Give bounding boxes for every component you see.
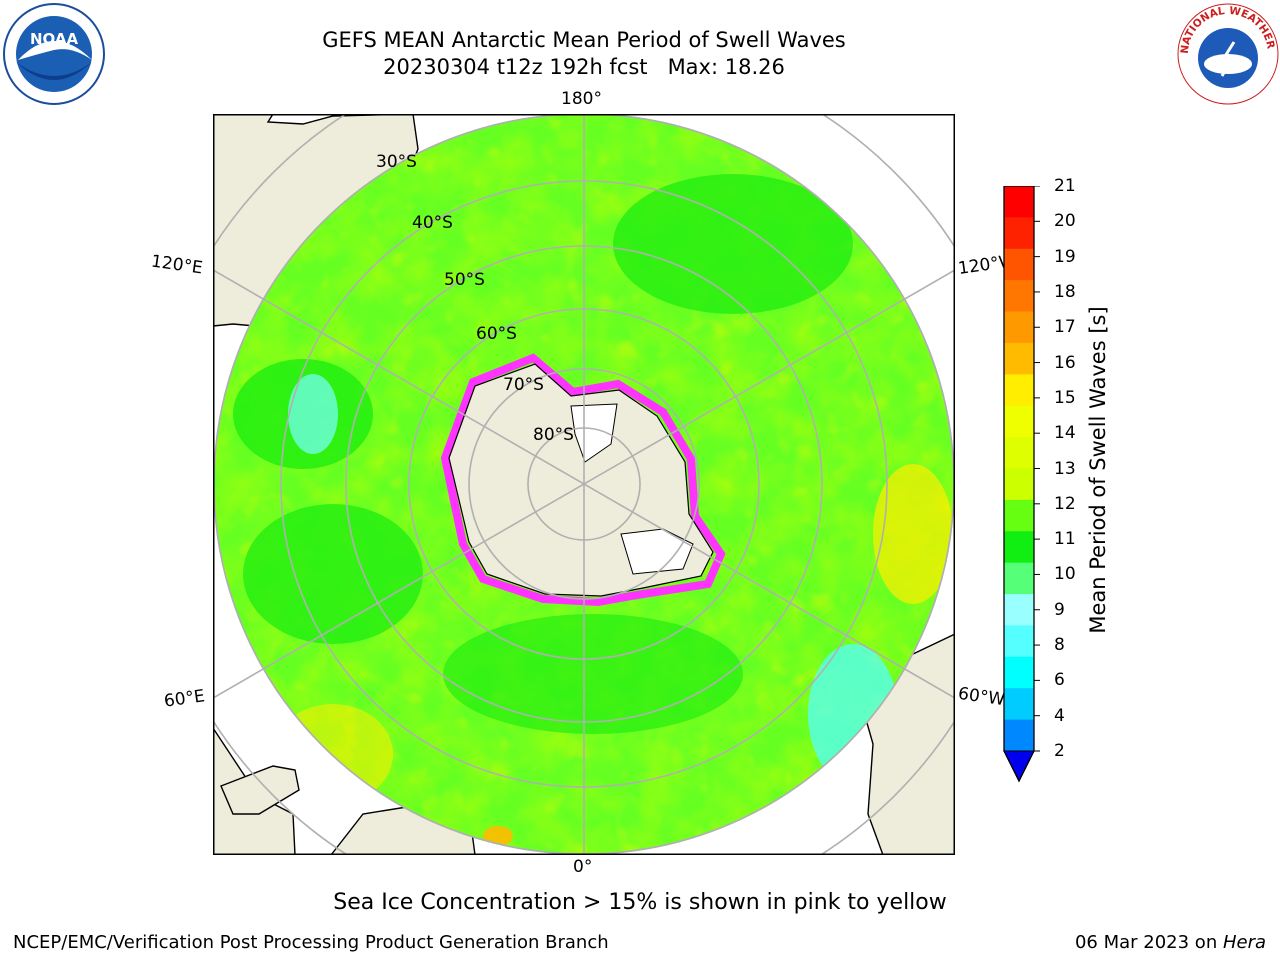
colorbar-segment <box>1004 186 1034 218</box>
colorbar-tick-label: 11 <box>1054 529 1076 550</box>
colorbar-tick-label: 12 <box>1054 493 1076 514</box>
colorbar-segment <box>1004 594 1034 626</box>
colorbar-segment <box>1004 217 1034 250</box>
land-madagascar <box>220 765 300 815</box>
colorbar-tick-label: 4 <box>1054 705 1065 726</box>
colorbar-tick-label: 10 <box>1054 564 1076 585</box>
colorbar-extend-arrow <box>1003 750 1035 783</box>
colorbar-tick-label: 16 <box>1054 352 1076 373</box>
colorbar-segment <box>1004 468 1034 501</box>
sea-ice-band <box>440 353 726 607</box>
colorbar-segment <box>1004 562 1034 595</box>
colorbar-segment <box>1004 531 1034 564</box>
colorbar-tick-label: 21 <box>1054 176 1076 196</box>
lat-label-80s: 80°S <box>533 425 574 445</box>
colorbar-tick-label: 19 <box>1054 246 1076 267</box>
colorbar-tick-label: 9 <box>1054 599 1065 620</box>
colorbar-label: Mean Period of Swell Waves [s] <box>1086 306 1110 634</box>
noaa-logo: NOAA <box>3 3 105 105</box>
colorbar-segment <box>1004 719 1034 752</box>
colorbar-segment <box>1004 437 1034 469</box>
colorbar-segment <box>1004 405 1034 438</box>
lat-label-50s: 50°S <box>444 270 485 290</box>
colorbar-tick-label: 14 <box>1054 423 1076 444</box>
colorbar-tick-label: 18 <box>1054 281 1076 302</box>
footer-machine: Hera <box>1222 932 1266 953</box>
colorbar-tick-label: 20 <box>1054 211 1076 232</box>
colorbar-tick-label: 6 <box>1054 670 1065 691</box>
lon-label-120e: 120°E <box>149 251 204 279</box>
chart-title: GEFS MEAN Antarctic Mean Period of Swell… <box>322 28 846 52</box>
colorbar-segment <box>1004 342 1034 375</box>
colorbar-segment <box>1004 311 1034 344</box>
colorbar-segment <box>1004 625 1034 658</box>
footer-date-text: 06 Mar 2023 on <box>1074 932 1223 953</box>
lon-label-180: 180° <box>561 89 602 109</box>
sea-ice-caption: Sea Ice Concentration > 15% is shown in … <box>333 890 947 915</box>
footer-date: 06 Mar 2023 on Hera <box>1075 932 1266 953</box>
lat-label-40s: 40°S <box>412 213 453 233</box>
lat-label-60s: 60°S <box>476 324 517 344</box>
nws-logo: NATIONAL WEATHER SERVICE <box>1176 2 1279 105</box>
colorbar-outline <box>1003 186 1035 783</box>
noaa-logo-text: NOAA <box>30 30 79 48</box>
lat-label-30s: 30°S <box>376 152 417 172</box>
polar-map <box>213 114 955 855</box>
weddell-ice-shelf <box>620 528 694 575</box>
colorbar-segment <box>1004 688 1034 721</box>
colorbar-segment <box>1004 280 1034 313</box>
colorbar-segment <box>1004 374 1034 407</box>
lon-label-0: 0° <box>573 857 593 877</box>
colorbar-segment <box>1004 656 1034 689</box>
footer-branch: NCEP/EMC/Verification Post Processing Pr… <box>13 932 609 953</box>
colorbar-tick-label: 15 <box>1054 387 1076 408</box>
lon-label-60w: 60°W <box>956 683 1007 711</box>
lat-label-70s: 70°S <box>503 375 544 395</box>
colorbar-segment <box>1004 248 1034 281</box>
colorbar <box>1003 186 1040 783</box>
colorbar-tick-label: 8 <box>1054 635 1065 656</box>
colorbar-segment <box>1004 499 1034 532</box>
colorbar-tick-label: 17 <box>1054 317 1076 338</box>
colorbar-tick-label: 2 <box>1054 741 1065 761</box>
lon-label-60e: 60°E <box>162 686 207 712</box>
colorbar-tick-label: 13 <box>1054 458 1076 479</box>
chart-subtitle: 20230304 t12z 192h fcst Max: 18.26 <box>383 55 785 79</box>
